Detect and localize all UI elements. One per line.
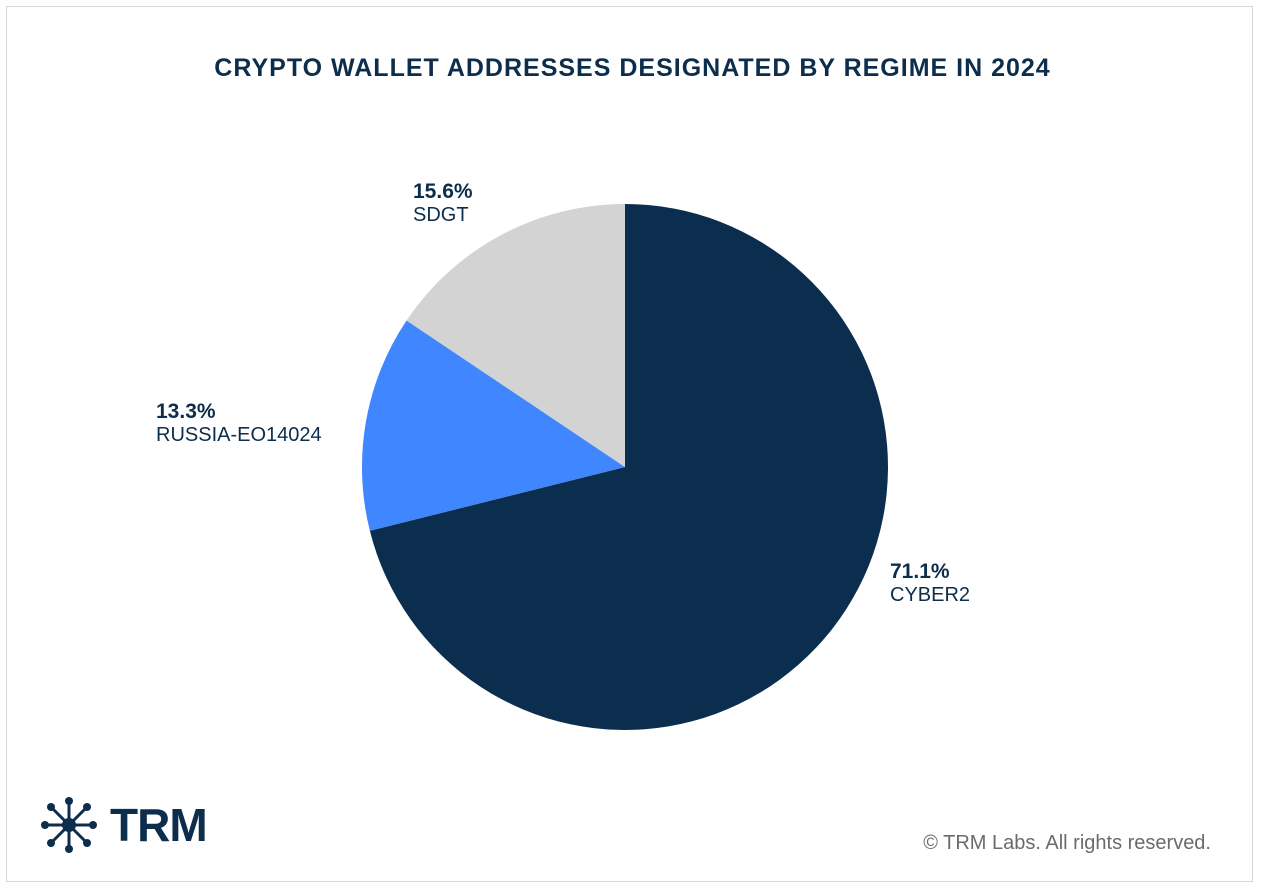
slice-label-sdgt: 15.6% SDGT xyxy=(413,180,473,227)
trm-logo: TRM xyxy=(40,796,208,854)
pie-slice-cyber2 xyxy=(369,204,889,731)
slice-category-label: SDGT xyxy=(413,204,469,227)
slice-label-russia-eo14024: 13.3% RUSSIA-EO14024 xyxy=(156,400,322,447)
copyright-notice: © TRM Labs. All rights reserved. xyxy=(923,832,1211,854)
logo-wordmark: TRM xyxy=(110,799,208,851)
network-node-icon xyxy=(41,797,97,853)
pie-slice-sdgt xyxy=(406,204,625,467)
chart-title: CRYPTO WALLET ADDRESSES DESIGNATED BY RE… xyxy=(214,54,1051,82)
pie-slice-russia-eo14024 xyxy=(362,320,625,531)
slice-value-label: 71.1% xyxy=(890,560,950,583)
slice-label-cyber2: 71.1% CYBER2 xyxy=(890,560,970,607)
slice-category-label: CYBER2 xyxy=(890,584,971,607)
slice-value-label: 15.6% xyxy=(413,180,473,203)
slice-category-label: RUSSIA-EO14024 xyxy=(156,424,322,447)
slice-value-label: 13.3% xyxy=(156,400,216,423)
